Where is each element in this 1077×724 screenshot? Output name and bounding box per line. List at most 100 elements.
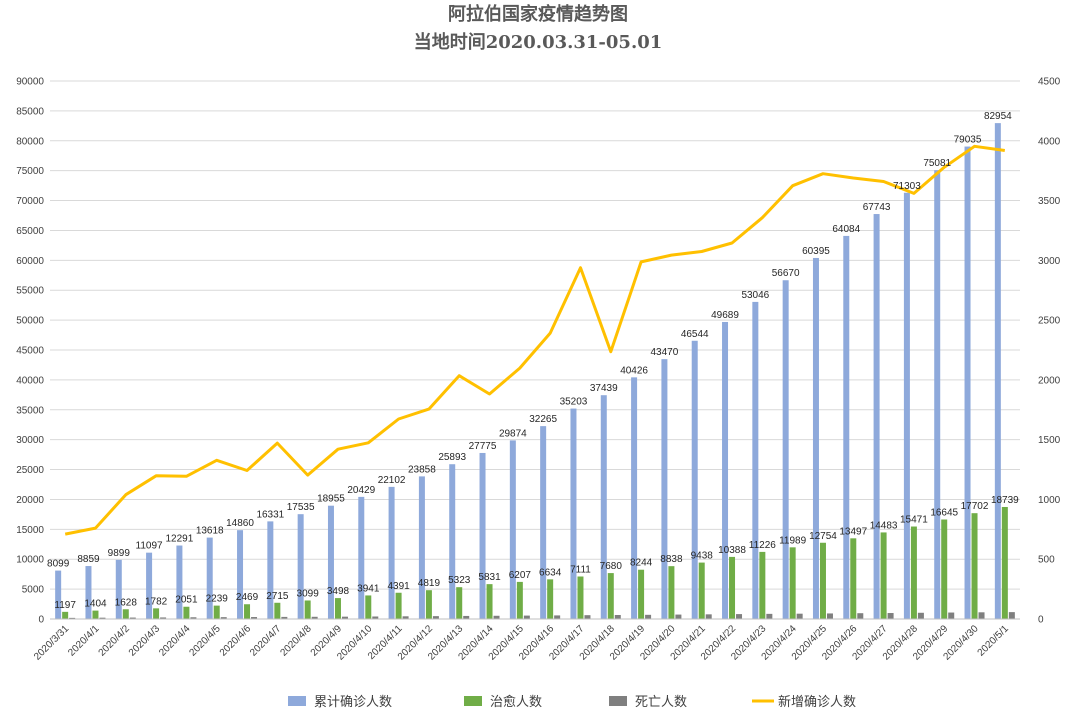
data-label: 67743 bbox=[863, 202, 891, 213]
data-label: 17535 bbox=[287, 502, 315, 513]
line-series bbox=[64, 144, 1006, 536]
bar bbox=[1008, 612, 1015, 619]
x-tick-label: 2020/4/4 bbox=[157, 623, 193, 659]
data-label: 82954 bbox=[984, 111, 1012, 122]
bar bbox=[432, 616, 439, 619]
bar bbox=[183, 606, 190, 619]
data-label: 15471 bbox=[900, 515, 928, 526]
bar bbox=[705, 614, 712, 619]
bar bbox=[153, 608, 160, 619]
data-label: 14860 bbox=[226, 518, 254, 529]
bar bbox=[698, 562, 705, 619]
bar bbox=[237, 530, 244, 619]
x-tick-label: 2020/4/6 bbox=[218, 623, 254, 659]
data-label: 6207 bbox=[509, 570, 532, 581]
bar bbox=[92, 610, 99, 619]
bar bbox=[729, 556, 736, 619]
bar bbox=[554, 615, 561, 619]
data-label: 4391 bbox=[387, 581, 410, 592]
bar bbox=[267, 521, 274, 619]
data-label: 2051 bbox=[175, 595, 198, 606]
y-tick-label: 45000 bbox=[16, 346, 44, 357]
y-tick-label: 25000 bbox=[16, 465, 44, 476]
bar bbox=[493, 615, 500, 619]
bar bbox=[994, 123, 1001, 620]
data-label: 1197 bbox=[54, 600, 76, 611]
bar bbox=[600, 395, 607, 619]
data-label: 22102 bbox=[378, 475, 406, 486]
bar bbox=[796, 613, 803, 619]
data-label: 7111 bbox=[570, 564, 591, 575]
y-tick-label: 85000 bbox=[16, 106, 44, 117]
data-label: 16331 bbox=[256, 509, 284, 520]
data-label: 75081 bbox=[923, 158, 951, 169]
bar bbox=[69, 617, 76, 619]
data-label: 35203 bbox=[560, 397, 588, 408]
bar bbox=[826, 613, 833, 619]
bar bbox=[691, 340, 698, 619]
data-labels: 8099 8859 9899 1109712291136181486016331175… bbox=[47, 111, 1019, 611]
y-tick-label: 75000 bbox=[16, 166, 44, 177]
bar bbox=[311, 616, 318, 619]
y-tick-label: 60000 bbox=[16, 256, 44, 267]
bar bbox=[910, 526, 917, 619]
data-label: 11097 bbox=[136, 541, 164, 552]
x-tick-label: 2020/4/1 bbox=[66, 623, 102, 659]
bar bbox=[523, 615, 530, 619]
x-tick-label: 2020/4/8 bbox=[278, 623, 314, 659]
data-label: 8859 bbox=[77, 554, 100, 565]
data-label: 49689 bbox=[711, 310, 739, 321]
legend-swatch bbox=[288, 696, 306, 706]
x-axis: 2020/3/312020/4/12020/4/22020/4/32020/4/… bbox=[32, 618, 1020, 663]
bar bbox=[463, 615, 470, 619]
data-label: 12754 bbox=[809, 531, 837, 542]
bar bbox=[547, 579, 554, 619]
bar bbox=[129, 617, 136, 619]
bar bbox=[160, 617, 167, 619]
y-tick-label: 0 bbox=[38, 615, 44, 626]
data-label: 8099 bbox=[47, 559, 70, 570]
legend-label: 新增确诊人数 bbox=[778, 694, 856, 710]
bar bbox=[948, 612, 955, 619]
x-tick-label: 2020/3/31 bbox=[32, 623, 72, 663]
bar bbox=[122, 609, 129, 619]
bar bbox=[675, 614, 682, 619]
data-label: 10388 bbox=[718, 545, 746, 556]
data-label: 3099 bbox=[297, 588, 320, 599]
data-label: 18955 bbox=[317, 494, 345, 505]
bar bbox=[220, 617, 227, 619]
bar bbox=[964, 146, 971, 619]
data-label: 3498 bbox=[327, 586, 350, 597]
bar bbox=[190, 617, 197, 619]
bar bbox=[607, 573, 614, 619]
y-tick-label: 15000 bbox=[16, 525, 44, 536]
bar bbox=[941, 519, 948, 619]
data-label: 11989 bbox=[779, 535, 807, 546]
data-label: 8838 bbox=[660, 554, 683, 565]
bar bbox=[971, 513, 978, 619]
data-label: 2239 bbox=[206, 594, 229, 605]
legend-label: 累计确诊人数 bbox=[314, 695, 392, 710]
bar bbox=[479, 452, 486, 619]
bar bbox=[614, 614, 621, 619]
bar bbox=[341, 616, 348, 619]
bar bbox=[857, 613, 864, 619]
bar bbox=[281, 616, 288, 619]
bar bbox=[85, 566, 92, 619]
bar bbox=[661, 359, 668, 619]
bar bbox=[736, 614, 743, 619]
bar bbox=[99, 617, 106, 619]
bar bbox=[903, 192, 910, 619]
data-label: 17702 bbox=[961, 501, 989, 512]
y2-tick-label: 0 bbox=[1038, 615, 1044, 626]
y-axis-left: 0 5000 10000 15000 20000 25000 30000 35000 40000… bbox=[16, 77, 44, 626]
y-tick-label: 35000 bbox=[16, 405, 44, 416]
x-tick-label: 2020/4/3 bbox=[127, 623, 163, 659]
legend-label: 治愈人数 bbox=[490, 695, 542, 710]
data-label: 7680 bbox=[600, 561, 623, 572]
data-label: 8244 bbox=[630, 558, 653, 569]
data-label: 13497 bbox=[839, 526, 867, 537]
bar bbox=[213, 605, 220, 619]
data-label: 2715 bbox=[266, 591, 289, 602]
